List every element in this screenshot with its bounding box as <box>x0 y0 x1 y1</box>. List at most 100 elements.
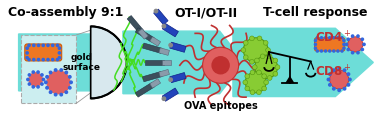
Circle shape <box>361 38 364 40</box>
Circle shape <box>273 58 278 63</box>
Circle shape <box>328 37 331 39</box>
Circle shape <box>338 67 341 70</box>
Circle shape <box>257 36 262 41</box>
Circle shape <box>255 56 277 79</box>
Polygon shape <box>138 29 148 39</box>
Circle shape <box>47 71 70 94</box>
Circle shape <box>260 76 265 80</box>
Circle shape <box>243 80 248 85</box>
Circle shape <box>243 55 248 60</box>
Circle shape <box>250 90 255 95</box>
Circle shape <box>54 93 57 96</box>
Circle shape <box>343 47 345 49</box>
Circle shape <box>341 37 343 39</box>
Polygon shape <box>162 88 178 101</box>
Circle shape <box>65 91 68 93</box>
Polygon shape <box>135 28 154 42</box>
Circle shape <box>26 52 28 54</box>
Circle shape <box>33 44 35 46</box>
Polygon shape <box>145 60 164 65</box>
Circle shape <box>41 74 43 76</box>
Text: T-cell response: T-cell response <box>263 6 368 19</box>
Circle shape <box>37 44 40 46</box>
FancyBboxPatch shape <box>22 35 76 103</box>
Circle shape <box>70 81 72 84</box>
Circle shape <box>68 87 71 89</box>
Circle shape <box>245 86 249 91</box>
Circle shape <box>357 52 359 54</box>
Circle shape <box>333 37 335 39</box>
Circle shape <box>243 38 268 62</box>
Circle shape <box>257 60 262 64</box>
Circle shape <box>357 35 359 37</box>
Circle shape <box>333 50 335 52</box>
Circle shape <box>266 48 270 52</box>
Circle shape <box>333 69 335 71</box>
Circle shape <box>56 44 59 46</box>
Circle shape <box>263 40 268 45</box>
Circle shape <box>325 50 327 52</box>
Circle shape <box>241 48 246 52</box>
Polygon shape <box>127 16 143 33</box>
Circle shape <box>42 78 45 81</box>
Circle shape <box>341 50 343 52</box>
Circle shape <box>330 70 349 89</box>
Circle shape <box>203 47 239 83</box>
Circle shape <box>162 24 166 28</box>
Text: Co-assembly 9:1: Co-assembly 9:1 <box>8 6 124 19</box>
Circle shape <box>361 48 364 51</box>
FancyBboxPatch shape <box>314 38 345 51</box>
Circle shape <box>28 83 31 85</box>
Circle shape <box>58 57 60 59</box>
FancyArrow shape <box>233 28 373 97</box>
Text: OT-I/OT-II: OT-I/OT-II <box>175 6 238 19</box>
Text: CD8$^+$: CD8$^+$ <box>316 64 352 80</box>
Circle shape <box>338 89 341 91</box>
Circle shape <box>245 72 266 93</box>
Circle shape <box>56 58 59 61</box>
Circle shape <box>333 88 335 90</box>
Polygon shape <box>150 79 161 88</box>
Circle shape <box>263 55 268 60</box>
Circle shape <box>363 43 365 46</box>
Circle shape <box>250 70 255 75</box>
Circle shape <box>32 86 34 88</box>
Polygon shape <box>170 73 186 83</box>
Circle shape <box>243 40 248 45</box>
Circle shape <box>253 65 257 70</box>
Circle shape <box>68 76 71 78</box>
Circle shape <box>262 86 266 91</box>
Circle shape <box>33 58 35 61</box>
Circle shape <box>347 84 350 86</box>
Polygon shape <box>150 37 161 46</box>
Circle shape <box>54 69 57 71</box>
Polygon shape <box>159 69 169 77</box>
Circle shape <box>42 44 44 46</box>
Polygon shape <box>91 26 127 98</box>
Circle shape <box>27 78 29 81</box>
Polygon shape <box>143 43 162 53</box>
Circle shape <box>28 44 30 46</box>
Circle shape <box>169 78 172 81</box>
Circle shape <box>347 38 349 40</box>
Circle shape <box>50 71 52 74</box>
Circle shape <box>29 73 42 86</box>
Circle shape <box>257 70 261 75</box>
Circle shape <box>262 74 266 79</box>
Circle shape <box>264 80 268 85</box>
Circle shape <box>37 71 39 73</box>
Polygon shape <box>285 76 294 83</box>
Polygon shape <box>170 42 186 52</box>
FancyBboxPatch shape <box>25 44 62 61</box>
Text: gold
surface: gold surface <box>62 53 100 72</box>
Circle shape <box>169 43 172 47</box>
Circle shape <box>343 40 345 42</box>
Circle shape <box>327 78 330 81</box>
Circle shape <box>345 43 348 46</box>
Circle shape <box>32 71 34 73</box>
Circle shape <box>352 52 354 54</box>
Circle shape <box>257 90 261 95</box>
Circle shape <box>328 84 331 86</box>
Circle shape <box>321 50 322 52</box>
Circle shape <box>337 37 339 39</box>
